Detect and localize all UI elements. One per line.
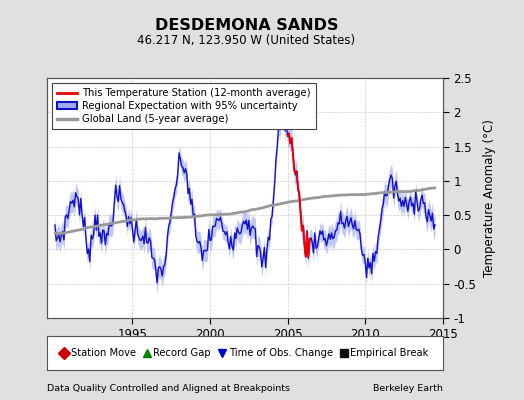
Text: Data Quality Controlled and Aligned at Breakpoints: Data Quality Controlled and Aligned at B… xyxy=(47,384,290,393)
Legend: This Temperature Station (12-month average), Regional Expectation with 95% uncer: This Temperature Station (12-month avera… xyxy=(52,83,315,129)
Text: DESDEMONA SANDS: DESDEMONA SANDS xyxy=(155,18,338,33)
Text: 46.217 N, 123.950 W (United States): 46.217 N, 123.950 W (United States) xyxy=(137,34,355,47)
Text: Berkeley Earth: Berkeley Earth xyxy=(373,384,443,393)
Y-axis label: Temperature Anomaly (°C): Temperature Anomaly (°C) xyxy=(483,119,496,277)
Legend: Station Move, Record Gap, Time of Obs. Change, Empirical Break: Station Move, Record Gap, Time of Obs. C… xyxy=(59,346,431,360)
